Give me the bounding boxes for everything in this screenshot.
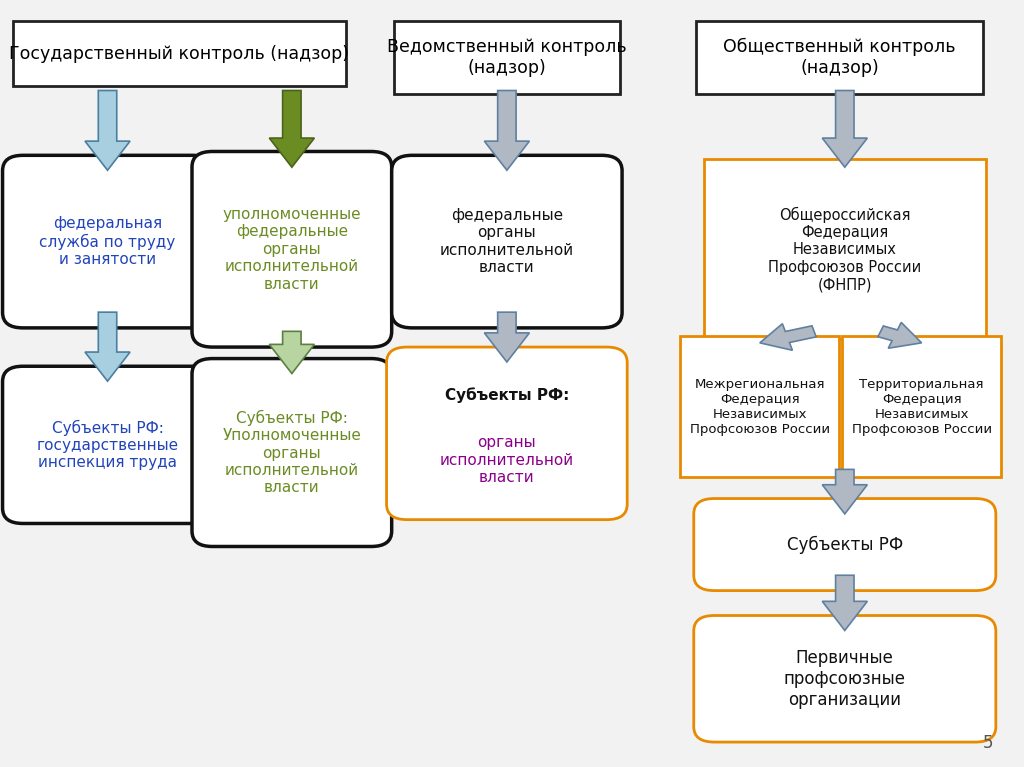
- Text: Территориальная
Федерация
Независимых
Профсоюзов России: Территориальная Федерация Независимых Пр…: [852, 377, 991, 436]
- Polygon shape: [269, 331, 314, 374]
- Text: Первичные
профсоюзные
организации: Первичные профсоюзные организации: [783, 649, 906, 709]
- FancyBboxPatch shape: [680, 336, 840, 477]
- Text: Межрегиональная
Федерация
Независимых
Профсоюзов России: Межрегиональная Федерация Независимых Пр…: [690, 377, 829, 436]
- FancyBboxPatch shape: [2, 367, 213, 524]
- Text: Государственный контроль (надзор): Государственный контроль (надзор): [9, 44, 349, 63]
- FancyBboxPatch shape: [842, 336, 1001, 477]
- FancyBboxPatch shape: [705, 160, 985, 339]
- FancyBboxPatch shape: [191, 152, 391, 347]
- Polygon shape: [269, 91, 314, 167]
- Text: федеральные
органы
исполнительной
власти: федеральные органы исполнительной власти: [440, 208, 573, 275]
- FancyBboxPatch shape: [191, 359, 391, 546]
- Text: органы
исполнительной
власти: органы исполнительной власти: [440, 436, 573, 485]
- Text: Общероссийская
Федерация
Независимых
Профсоюзов России
(ФНПР): Общероссийская Федерация Независимых Про…: [768, 206, 922, 292]
- Text: Общественный контроль
(надзор): Общественный контроль (надзор): [723, 38, 956, 77]
- Polygon shape: [484, 312, 529, 362]
- Text: федеральная
служба по труду
и занятости: федеральная служба по труду и занятости: [39, 216, 176, 267]
- Text: Субъекты РФ: Субъекты РФ: [786, 535, 903, 554]
- Polygon shape: [484, 91, 529, 170]
- Polygon shape: [85, 91, 130, 170]
- Text: Ведомственный контроль
(надзор): Ведомственный контроль (надзор): [387, 38, 627, 77]
- Text: Субъекты РФ:
государственные
инспекция труда: Субъекты РФ: государственные инспекция т…: [37, 420, 178, 470]
- FancyBboxPatch shape: [12, 21, 346, 86]
- Polygon shape: [760, 324, 816, 351]
- Polygon shape: [822, 575, 867, 630]
- Polygon shape: [878, 322, 922, 348]
- Text: Субъекты РФ:
Уполномоченные
органы
исполнительной
власти: Субъекты РФ: Уполномоченные органы испол…: [222, 410, 361, 495]
- FancyBboxPatch shape: [696, 21, 983, 94]
- FancyBboxPatch shape: [2, 155, 213, 328]
- Text: уполномоченные
федеральные
органы
исполнительной
власти: уполномоченные федеральные органы исполн…: [222, 207, 361, 291]
- Polygon shape: [822, 469, 867, 514]
- Polygon shape: [822, 91, 867, 167]
- Polygon shape: [85, 312, 130, 381]
- FancyBboxPatch shape: [391, 155, 622, 328]
- Text: Субъекты РФ:: Субъекты РФ:: [444, 387, 569, 403]
- FancyBboxPatch shape: [694, 499, 995, 591]
- FancyBboxPatch shape: [394, 21, 620, 94]
- FancyBboxPatch shape: [694, 615, 995, 742]
- Text: 5: 5: [983, 734, 993, 752]
- FancyBboxPatch shape: [386, 347, 627, 520]
